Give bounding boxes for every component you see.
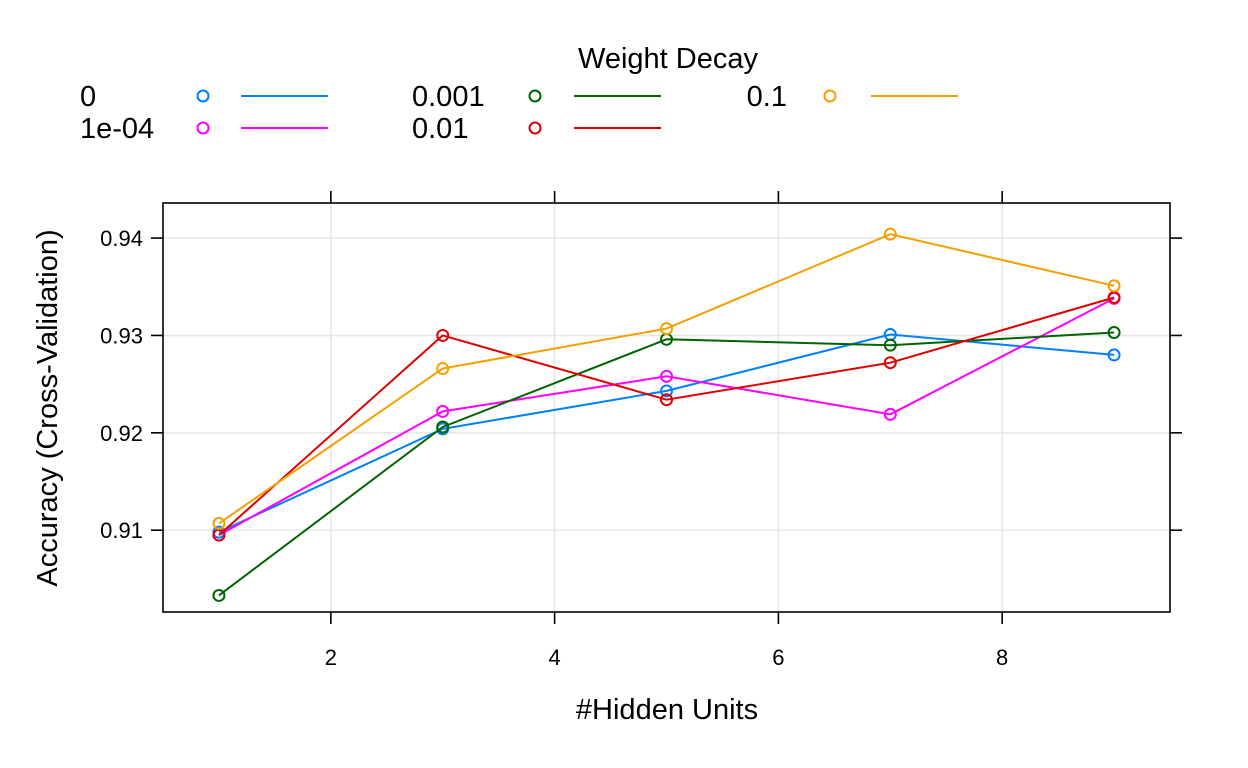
data-point [660, 369, 673, 383]
legend-marker [823, 89, 837, 103]
legend-label: 1e-04 [80, 113, 154, 145]
y-axis-label: Accuracy (Cross-Validation) [32, 229, 64, 586]
y-tick-label: 0.91 [100, 518, 143, 543]
data-point [436, 362, 450, 376]
data-point [1107, 326, 1121, 340]
plot-frame [162, 202, 1171, 613]
data-point [883, 356, 897, 370]
data-point [660, 384, 673, 398]
y-tick-label: 0.94 [100, 226, 143, 251]
series-line-0.001 [218, 331, 1115, 597]
legend-label: 0.01 [412, 113, 468, 145]
data-point [1107, 279, 1121, 293]
grid [163, 203, 1170, 612]
legend-marker [196, 89, 210, 103]
data-point [436, 420, 450, 434]
data-point [883, 338, 897, 352]
data-point [436, 328, 450, 342]
legend-label: 0 [80, 81, 96, 113]
data-point [883, 407, 897, 421]
y-tick-label: 0.93 [100, 323, 143, 348]
data-point [660, 393, 673, 407]
legend-marker [196, 121, 210, 135]
legend-title: Weight Decay [578, 43, 758, 75]
legend-marker [528, 89, 542, 103]
series-layer [212, 227, 1121, 602]
legend-label: 0.001 [412, 81, 485, 113]
x-axis-label: #Hidden Units [576, 694, 758, 726]
data-point [883, 227, 897, 241]
series-line-1e-04 [218, 297, 1115, 536]
data-point [1107, 348, 1121, 362]
legend-marker [528, 121, 542, 135]
data-point [436, 404, 450, 418]
y-tick-label: 0.92 [100, 421, 143, 446]
x-tick-label: 8 [996, 645, 1008, 670]
x-tick-label: 6 [772, 645, 784, 670]
series-line-0.01 [218, 296, 1115, 536]
x-tick-label: 2 [325, 645, 337, 670]
data-point [212, 588, 226, 602]
legend-label: 0.1 [747, 81, 787, 113]
axes: 2 4 6 8 0.91 0.92 0.93 0.94 [100, 191, 1182, 670]
data-point [660, 322, 673, 336]
data-point [212, 516, 226, 530]
series-line-0.1 [218, 233, 1115, 525]
x-tick-label: 4 [548, 645, 560, 670]
